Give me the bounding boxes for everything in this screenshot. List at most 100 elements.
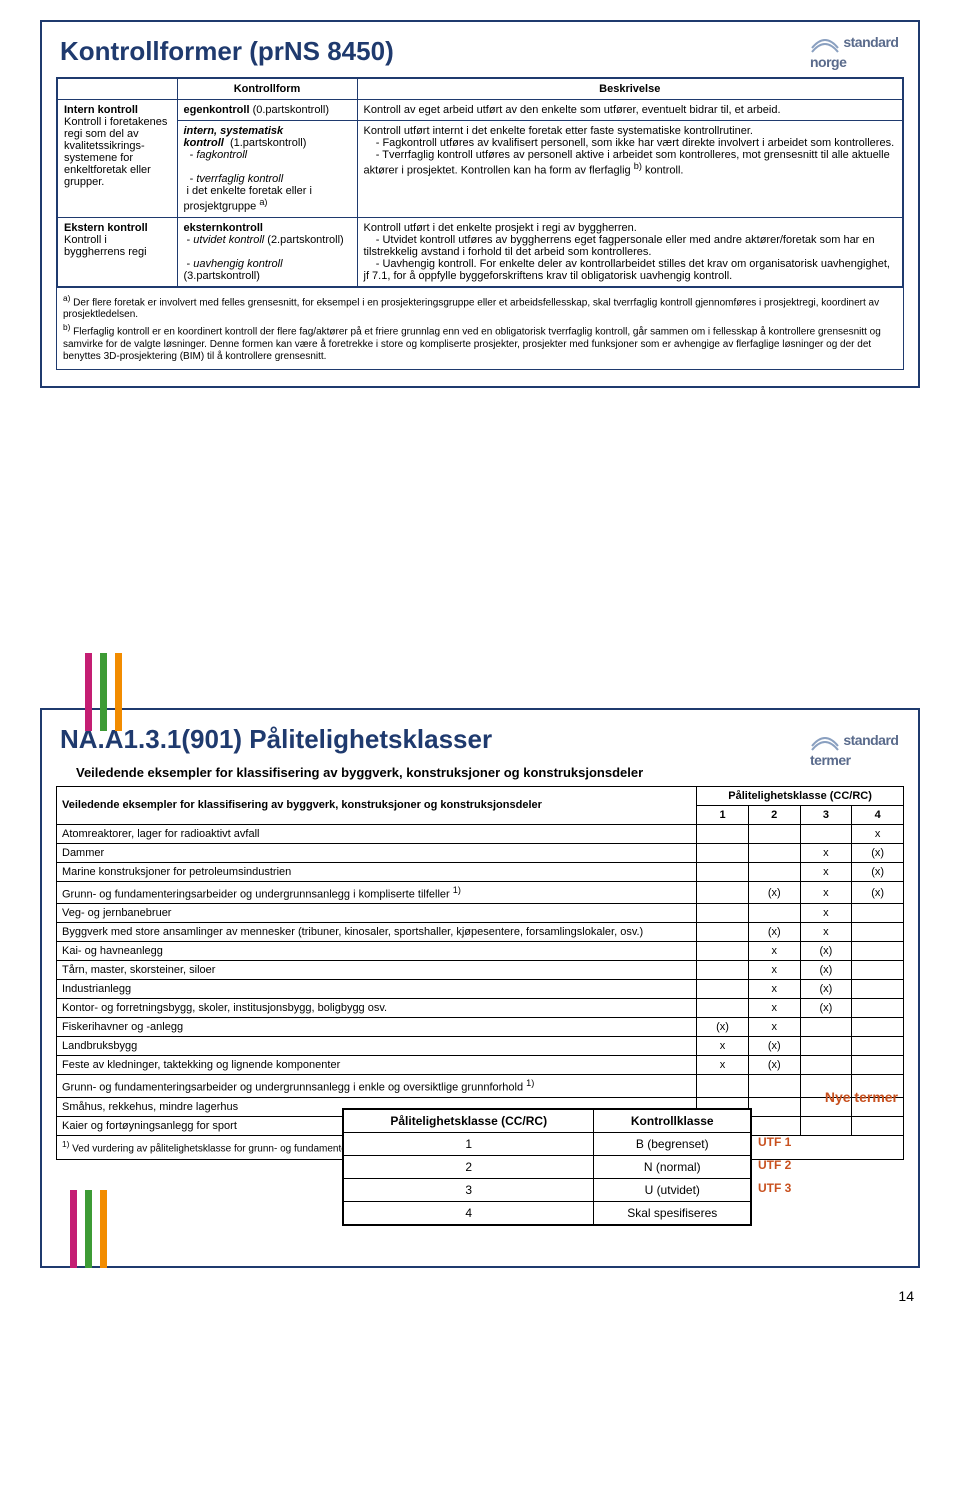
t2-cell [697,862,749,881]
logo2-standard: standard [843,732,898,748]
t2-label: Landbruksbygg [57,1037,697,1056]
logo-text-norge: norge [810,54,846,70]
utf-label: UTF 1 [758,1135,806,1149]
t2-label: Kai- og havneanlegg [57,942,697,961]
utf-label: UTF 3 [758,1181,806,1195]
t2-cell: (x) [748,923,800,942]
th-class: Pålitelighetsklasse (CC/RC) [697,786,904,805]
color-bars-slide2 [70,1190,107,1268]
t1-r1c3b: Kontroll utført internt i det enkelte fo… [357,121,903,218]
t2-cell [852,942,904,961]
overlay-table: Pålitelighetsklasse (CC/RC) Kontrollklas… [343,1109,751,1225]
th-col: 2 [748,805,800,824]
ov-c2: B (begrenset)UTF 1 [594,1132,751,1155]
t2-cell: x [748,1018,800,1037]
t2-cell [748,1098,800,1117]
t2-cell [697,1075,749,1098]
t2-cell: x [697,1056,749,1075]
t2-cell [697,824,749,843]
t1-r2c2: eksternkontroll - utvidet kontroll (2.pa… [177,217,357,287]
th-beskrivelse: Beskrivelse [357,78,903,100]
t2-cell: (x) [748,1056,800,1075]
slide1-title: Kontrollformer (prNS 8450) [60,36,904,67]
t2-cell: (x) [800,999,852,1018]
utf-label: UTF 2 [758,1158,806,1172]
t2-cell: (x) [748,881,800,904]
t2-cell [697,942,749,961]
t2-cell [697,961,749,980]
color-bars [85,653,122,731]
t2-cell [852,980,904,999]
t2-cell [852,1018,904,1037]
ov-c1: 3 [344,1178,594,1201]
t2-label: Industrianlegg [57,980,697,999]
t2-label: Grunn- og fundamenteringsarbeider og und… [57,881,697,904]
t2-cell: (x) [852,881,904,904]
t2-cell: (x) [748,1037,800,1056]
t2-cell: (x) [852,862,904,881]
ov-c1: 2 [344,1155,594,1178]
th-col: 1 [697,805,749,824]
t2-cell [748,824,800,843]
t2-cell: x [748,942,800,961]
t2-cell [748,862,800,881]
t2-cell: x [800,843,852,862]
t2-label: Marine konstruksjoner for petroleumsindu… [57,862,697,881]
ov-h1: Pålitelighetsklasse (CC/RC) [344,1109,594,1132]
slide2-subtitle: Veiledende eksempler for klassifisering … [76,765,904,780]
t2-cell: (x) [800,961,852,980]
t1-r1c2b: intern, systematisk kontroll (1.partskon… [177,121,357,218]
t2-cell [748,1117,800,1136]
t2-label: Byggverk med store ansamlinger av mennes… [57,923,697,942]
t2-cell [852,961,904,980]
standard-norge-logo-2: standard termer [810,732,900,772]
slide-kontrollformer: standard norge Kontrollformer (prNS 8450… [40,20,920,388]
t1-r2c3: Kontroll utført i det enkelte prosjekt i… [357,217,903,287]
palighets-table: Veiledende eksempler for klassifisering … [56,786,904,1160]
t2-cell [800,1037,852,1056]
t2-cell [800,1018,852,1037]
t2-cell [697,904,749,923]
t2-cell [852,1037,904,1056]
t2-cell [697,999,749,1018]
th-col: 3 [800,805,852,824]
ov-c1: 4 [344,1201,594,1224]
t2-cell [852,1056,904,1075]
slide-palighetsklasser: standard termer NA.A1.3.1(901) Pålitelig… [40,708,920,1268]
t2-cell: x [748,980,800,999]
t2-cell: x [852,824,904,843]
t2-cell [852,1117,904,1136]
t2-cell [748,1075,800,1098]
footnote-text: a) Der flere foretak er involvert med fe… [63,293,897,364]
th-examples: Veiledende eksempler for klassifisering … [57,786,697,824]
t2-cell [800,1117,852,1136]
th-kontrollform: Kontrollform [177,78,357,100]
slide2-title: NA.A1.3.1(901) Pålitelighetsklasser [60,724,904,755]
t2-cell [800,824,852,843]
logo-text-standard: standard [843,34,898,50]
t2-cell [800,1056,852,1075]
t2-label: Atomreaktorer, lager for radioaktivt avf… [57,824,697,843]
t2-cell: x [800,923,852,942]
t2-cell: x [697,1037,749,1056]
t2-cell: x [748,961,800,980]
t2-label: Dammer [57,843,697,862]
t2-cell: (x) [852,843,904,862]
t2-cell: x [748,999,800,1018]
t2-cell: x [800,862,852,881]
t2-label: Kontor- og forretningsbygg, skoler, inst… [57,999,697,1018]
t2-cell: (x) [697,1018,749,1037]
overlay-kontrollklasse: Pålitelighetsklasse (CC/RC) Kontrollklas… [342,1108,752,1226]
t2-cell: x [800,881,852,904]
slide1-footnotes: a) Der flere foretak er involvert med fe… [56,288,904,370]
t2-cell [852,904,904,923]
t2-cell: (x) [800,942,852,961]
ov-c2: Skal spesifiseres [594,1201,751,1224]
t1-r1c3a: Kontroll av eget arbeid utført av den en… [357,100,903,121]
nye-termer-label: Nye termer [825,1090,898,1105]
t2-label: Veg- og jernbanebruer [57,904,697,923]
t2-cell [697,923,749,942]
t2-label: Fiskerihavner og -anlegg [57,1018,697,1037]
t2-label: Feste av kledninger, taktekking og ligne… [57,1056,697,1075]
t2-cell [697,843,749,862]
